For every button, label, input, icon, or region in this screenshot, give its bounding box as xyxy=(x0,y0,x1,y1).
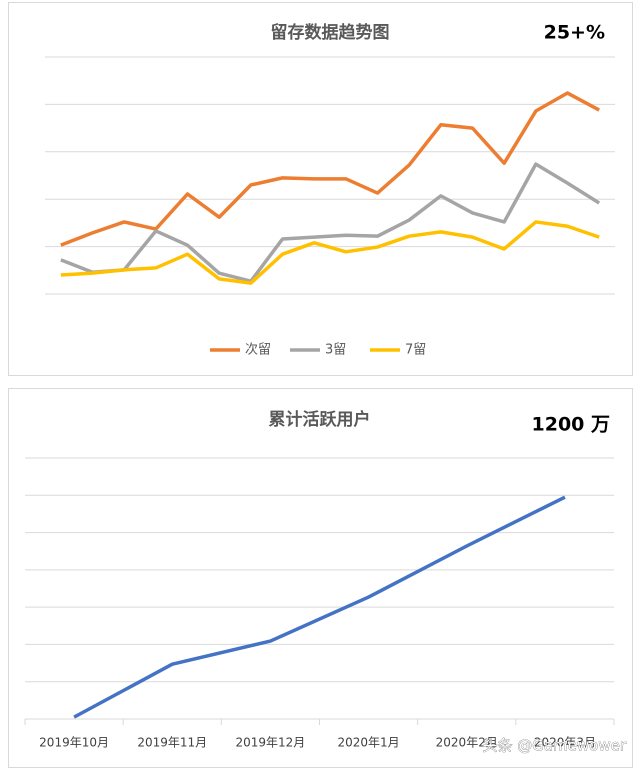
legend-label: 7留 xyxy=(405,343,426,358)
annotation: 25+% xyxy=(544,22,605,44)
watermark: 头条 @Gamewower xyxy=(482,737,626,755)
chart-frame xyxy=(8,388,633,768)
chart-title: 累计活跃用户 xyxy=(269,409,371,430)
series-line xyxy=(60,162,601,283)
x-tick-label: 2020年3月 xyxy=(534,736,596,750)
x-tick-label: 2020年2月 xyxy=(436,736,498,750)
chart-frame xyxy=(8,2,633,376)
x-tick-label: 2019年11月 xyxy=(137,736,207,750)
legend-label: 3留 xyxy=(325,343,346,358)
x-tick-label: 2020年1月 xyxy=(337,736,399,750)
series-line xyxy=(73,495,566,719)
chart-title: 留存数据趋势图 xyxy=(271,22,390,43)
series-line xyxy=(60,220,600,285)
legend-label: 次留 xyxy=(245,342,271,358)
annotation: 1200 万 xyxy=(532,414,611,436)
x-tick-label: 2019年12月 xyxy=(236,736,306,750)
x-tick-label: 2019年10月 xyxy=(39,736,109,750)
series-line xyxy=(60,91,600,247)
